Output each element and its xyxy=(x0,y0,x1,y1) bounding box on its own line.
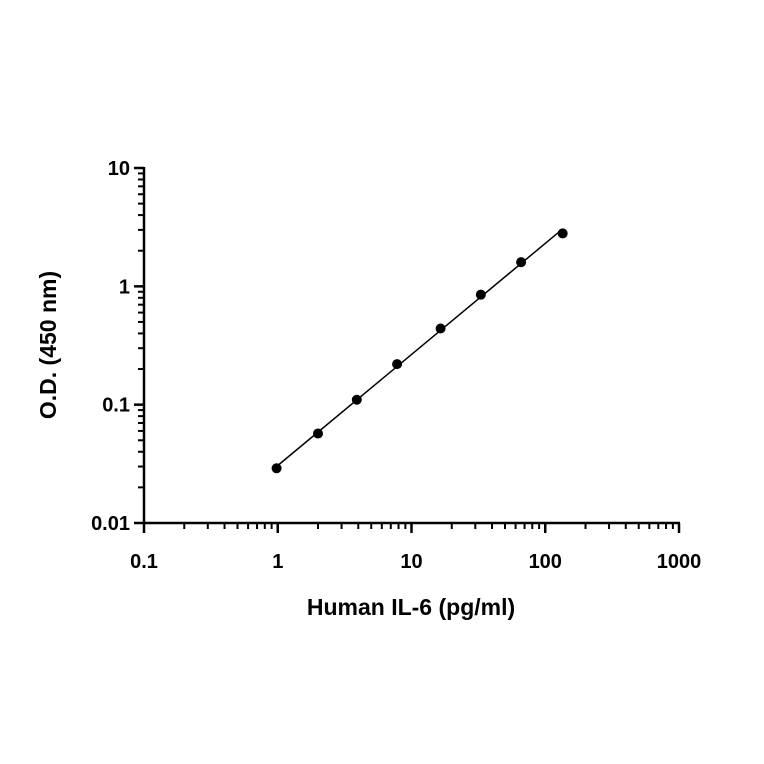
x-axis-title: Human IL-6 (pg/ml) xyxy=(307,594,515,620)
fit-line xyxy=(276,228,564,468)
data-point xyxy=(475,289,486,300)
x-tick-label: 0.1 xyxy=(130,551,158,573)
y-axis-ticks: 0.01 0.1 1 10 xyxy=(91,158,144,535)
data-points xyxy=(271,228,568,474)
y-tick-label: 0.1 xyxy=(102,395,130,417)
data-point xyxy=(313,428,324,439)
x-tick-label: 10 xyxy=(400,551,422,573)
x-axis-ticks: 0.1 1 10 100 1000 xyxy=(130,523,701,573)
data-point xyxy=(435,323,446,334)
data-point xyxy=(557,228,568,239)
x-tick-label: 1000 xyxy=(657,551,702,573)
data-point xyxy=(392,359,403,370)
y-axis-title: O.D. (450 nm) xyxy=(35,271,61,419)
data-point xyxy=(271,463,282,474)
data-point xyxy=(351,394,362,405)
fit-lines xyxy=(276,228,564,468)
y-tick-label: 1 xyxy=(119,276,130,298)
y-tick-label: 0.01 xyxy=(91,513,130,535)
x-tick-label: 100 xyxy=(529,551,562,573)
x-tick-label: 1 xyxy=(272,551,283,573)
y-tick-label: 10 xyxy=(108,158,130,180)
data-point xyxy=(516,257,527,268)
